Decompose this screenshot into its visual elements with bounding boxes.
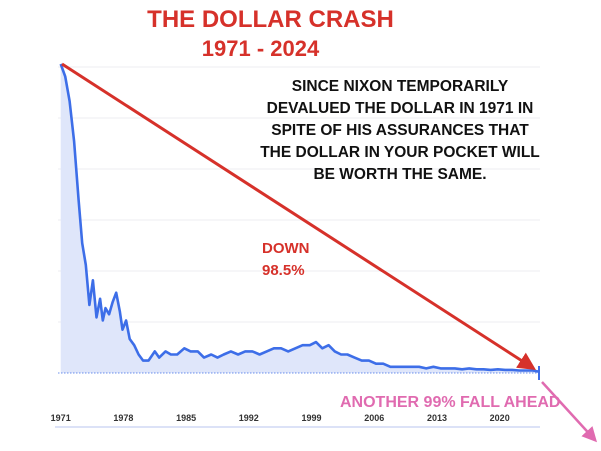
description-text: SINCE NIXON TEMPORARILY DEVALUED THE DOL… [220, 76, 580, 186]
chart-title: THE DOLLAR CRASH [147, 6, 394, 33]
future-arrow [541, 381, 598, 443]
x-tick-label: 2020 [490, 413, 510, 423]
x-tick-label: 2006 [364, 413, 384, 423]
x-tick-label: 2013 [427, 413, 447, 423]
x-tick-label: 1999 [301, 413, 321, 423]
down-percent: 98.5% [262, 262, 305, 279]
x-axis: 1971 1978 1985 1992 1999 2006 2013 2020 [51, 413, 510, 423]
description-line: THE DOLLAR IN YOUR POCKET WILL [260, 144, 540, 161]
future-fall-annotation: ANOTHER 99% FALL AHEAD [340, 394, 561, 411]
description-line: SINCE NIXON TEMPORARILY [291, 78, 509, 95]
series-line [59, 63, 539, 373]
description-line: SPITE OF HIS ASSURANCES THAT [271, 122, 529, 139]
x-tick-label: 1985 [176, 413, 196, 423]
down-label: DOWN [262, 240, 310, 257]
down-annotation: DOWN 98.5% [262, 238, 382, 282]
x-tick-label: 1992 [239, 413, 259, 423]
description-line: DEVALUED THE DOLLAR IN 1971 IN [266, 100, 534, 117]
description-line: BE WORTH THE SAME. [313, 166, 487, 183]
x-tick-label: 1978 [113, 413, 133, 423]
chart-subtitle: 1971 - 2024 [201, 36, 320, 61]
x-tick-label: 1971 [51, 413, 71, 423]
series-area [60, 64, 539, 373]
trend-arrow [61, 62, 537, 370]
